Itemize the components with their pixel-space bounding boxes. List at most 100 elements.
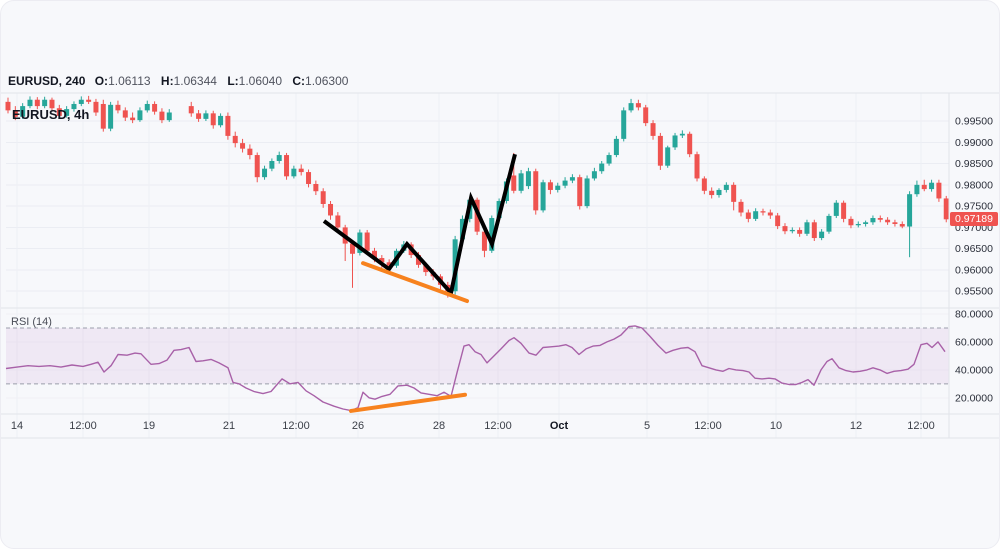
candle-body xyxy=(108,104,114,129)
candle-body xyxy=(635,103,641,108)
candle-body xyxy=(621,110,627,139)
candle-body xyxy=(665,147,671,166)
candle-body xyxy=(291,168,297,177)
candle-body xyxy=(745,212,751,219)
candle-body xyxy=(540,182,546,211)
candle-body xyxy=(694,154,700,179)
candle-body xyxy=(93,101,99,113)
rsi-axis-label[interactable]: 80.0000 xyxy=(955,309,993,321)
candle-body xyxy=(899,223,905,227)
rsi-axis-label[interactable]: 20.0000 xyxy=(955,392,993,404)
candle-body xyxy=(27,99,33,107)
rsi-series[interactable] xyxy=(5,325,946,412)
candle-body xyxy=(789,229,795,232)
candle-body xyxy=(350,243,356,254)
time-axis-label[interactable]: 12 xyxy=(850,420,862,432)
candle-body xyxy=(870,218,876,223)
time-axis-label[interactable]: 26 xyxy=(352,420,364,432)
candle-body xyxy=(819,231,825,239)
candle-body xyxy=(833,202,839,216)
price-axis-label[interactable]: 0.98000 xyxy=(955,179,993,191)
candle-body xyxy=(855,223,861,226)
candle-body xyxy=(364,232,370,251)
time-axis-label[interactable]: 5 xyxy=(644,420,650,432)
candle-body xyxy=(533,171,539,211)
candle-body xyxy=(650,123,656,136)
candle-body xyxy=(218,115,224,126)
candle-body xyxy=(679,133,685,136)
time-axis-label[interactable]: 21 xyxy=(223,420,235,432)
candle-body xyxy=(481,231,487,251)
candle-body xyxy=(716,189,722,196)
candle-body xyxy=(144,103,150,111)
time-axis-label[interactable]: 10 xyxy=(770,420,782,432)
candle-body xyxy=(306,172,312,184)
price-axis-label[interactable]: 0.97500 xyxy=(955,201,993,213)
candle-body xyxy=(731,184,737,202)
candle-body xyxy=(555,185,561,190)
rsi-trendline-drawing[interactable] xyxy=(349,392,467,413)
time-axis-label[interactable]: 12:00 xyxy=(282,420,310,432)
candle-body xyxy=(606,155,612,164)
time-axis-label[interactable]: 19 xyxy=(143,420,155,432)
drawing-annotations[interactable] xyxy=(322,153,517,413)
candle-body xyxy=(767,212,773,216)
candle-body xyxy=(254,155,260,178)
candle-body xyxy=(415,255,421,265)
candle-body xyxy=(42,99,48,107)
candle-body xyxy=(841,202,847,219)
zigzag-drawing[interactable] xyxy=(322,153,517,298)
pane-legend-symbol[interactable]: EURUSD, 4h xyxy=(12,107,90,122)
price-axis-label[interactable]: 0.95500 xyxy=(955,286,993,298)
candle-body xyxy=(284,155,290,177)
price-axis-label[interactable]: 0.96000 xyxy=(955,264,993,276)
candle-body xyxy=(892,222,898,224)
time-axis-label[interactable]: 12:00 xyxy=(907,420,935,432)
candle-body xyxy=(848,218,854,226)
time-axis-label[interactable]: 12:00 xyxy=(69,420,97,432)
candle-body xyxy=(262,168,268,178)
time-axis-label[interactable]: 12:00 xyxy=(484,420,512,432)
price-axis-label[interactable]: 0.99500 xyxy=(955,116,993,128)
axis-labels: 0.995000.990000.985000.980000.975000.970… xyxy=(11,116,993,432)
candle-body xyxy=(210,113,216,126)
candle-body xyxy=(811,222,817,239)
candle-body xyxy=(166,112,172,121)
header-low: L:1.06040 xyxy=(227,74,283,88)
candle-body xyxy=(64,109,70,116)
candle-body xyxy=(518,173,524,191)
axes[interactable] xyxy=(1,92,1000,439)
candle-body xyxy=(936,182,942,199)
ohlc-header: EURUSD, 240 O:1.06113 H:1.06344 L:1.0604… xyxy=(8,74,355,88)
candle-body xyxy=(584,178,590,207)
time-axis-label[interactable]: 14 xyxy=(11,420,23,432)
time-axis-label[interactable]: Oct xyxy=(550,420,569,432)
candle-body xyxy=(525,171,531,187)
header-close: C:1.06300 xyxy=(292,74,349,88)
rsi-indicator-label[interactable]: RSI (14) xyxy=(11,316,52,328)
price-axis-label[interactable]: 0.98500 xyxy=(955,158,993,170)
header-symbol[interactable]: EURUSD, 240 xyxy=(8,74,86,88)
time-axis-label[interactable]: 12:00 xyxy=(694,420,722,432)
candle-body xyxy=(489,218,495,251)
time-axis-label[interactable]: 28 xyxy=(433,420,445,432)
candle-body xyxy=(328,203,334,216)
rsi-axis-label[interactable]: 60.0000 xyxy=(955,336,993,348)
candle-body xyxy=(672,135,678,148)
rsi-axis-label[interactable]: 40.0000 xyxy=(955,364,993,376)
candle-body xyxy=(628,103,634,111)
candle-body xyxy=(203,113,209,119)
candle-body xyxy=(232,135,238,144)
candle-body xyxy=(137,110,143,121)
price-axis-label[interactable]: 0.99000 xyxy=(955,137,993,149)
candle-body xyxy=(225,115,231,136)
candle-body xyxy=(907,194,913,227)
candle-body xyxy=(34,99,40,107)
rsi-band-fill xyxy=(6,327,949,384)
price-axis-label[interactable]: 0.96500 xyxy=(955,243,993,255)
candle-series[interactable] xyxy=(5,95,949,298)
candle-body xyxy=(613,138,619,156)
price-trendline-drawing[interactable] xyxy=(361,261,469,304)
candle-body xyxy=(49,99,55,109)
